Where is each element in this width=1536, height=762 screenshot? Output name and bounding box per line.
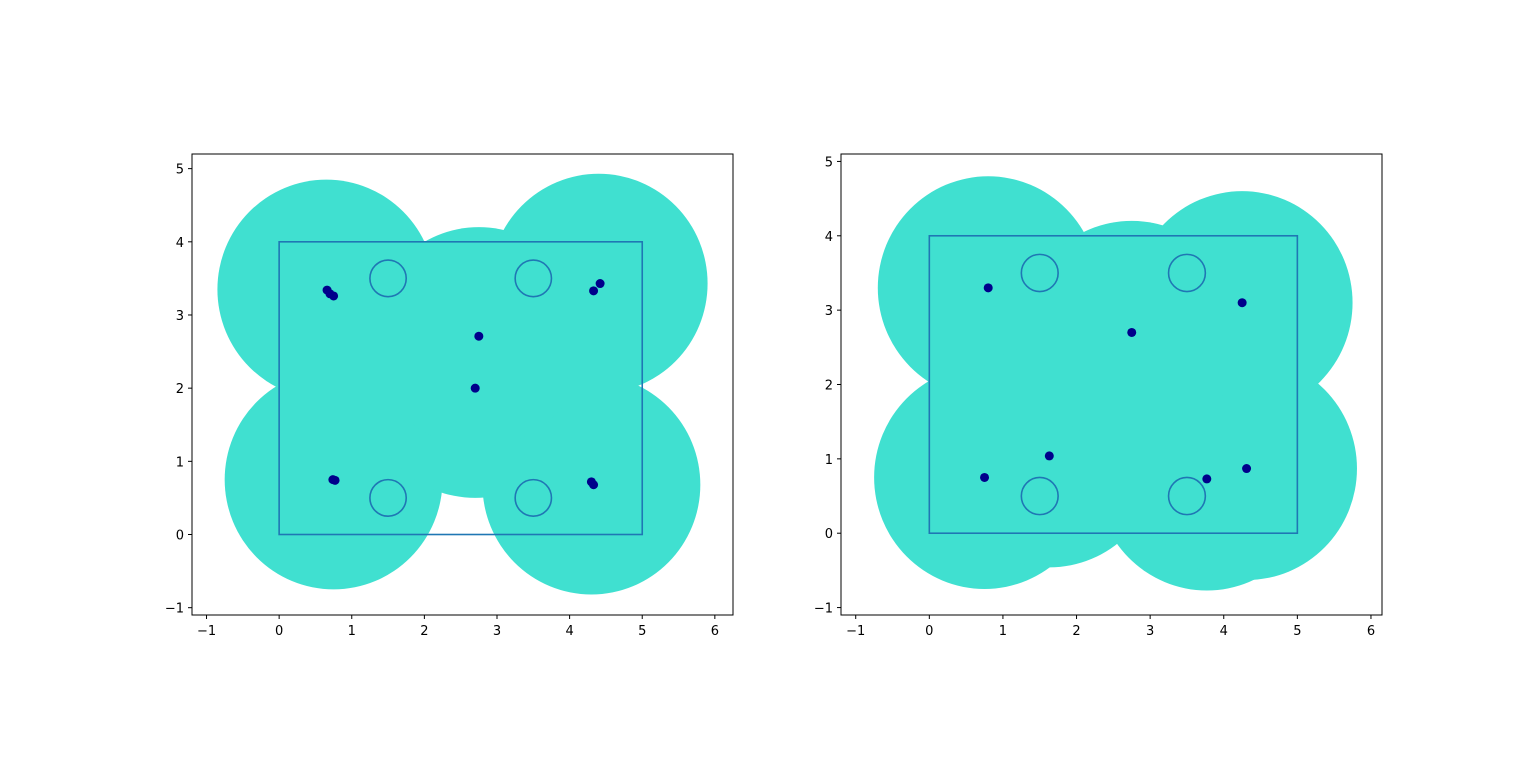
scatter-point-0 [983, 283, 993, 293]
target-circle-2 [1020, 476, 1059, 516]
region-rectangle [278, 241, 644, 536]
scatter-point-8 [330, 475, 340, 485]
scatter-point-2 [329, 291, 339, 301]
target-circle-0 [369, 259, 408, 298]
y-tick-label: −1 [165, 602, 184, 617]
right-plot-panel: −1 0 1 2 3 4 5 6 −1 0 1 2 3 4 5 [814, 153, 1383, 639]
scatter-point-4 [1044, 451, 1054, 461]
y-tick-label: 4 [825, 230, 833, 245]
scatter-point-1 [1237, 298, 1247, 308]
x-tick-label: 1 [999, 624, 1007, 639]
target-circle-1 [1167, 253, 1207, 293]
target-circle-2 [369, 478, 408, 518]
x-tick-label: 5 [638, 624, 646, 639]
scatter-point-3 [980, 472, 990, 482]
x-tick-label: −1 [846, 624, 865, 639]
target-circle-1 [514, 259, 553, 298]
scatter-point-5 [1202, 474, 1212, 484]
scatter-point-5 [474, 331, 484, 341]
region-rectangle [928, 234, 1299, 535]
x-tick-label: 3 [493, 624, 501, 639]
y-tick-label: −1 [814, 602, 833, 617]
y-tick-label: 0 [825, 527, 833, 542]
x-tick-label: 2 [1072, 624, 1080, 639]
scatter-point-3 [595, 279, 605, 289]
y-tick-label: 5 [176, 163, 184, 178]
y-tick-label: 3 [176, 309, 184, 324]
x-tick-label: 1 [348, 624, 356, 639]
target-circle-0 [1020, 253, 1059, 293]
y-tick-label: 5 [825, 155, 833, 170]
scatter-point-6 [470, 383, 480, 393]
scatter-point-10 [589, 480, 599, 490]
x-tick-label: 0 [925, 624, 933, 639]
y-tick-label: 3 [825, 304, 833, 319]
scatter-point-6 [1242, 464, 1252, 474]
x-tick-label: −1 [197, 624, 216, 639]
y-tick-label: 2 [176, 382, 184, 397]
plot-area [874, 176, 1357, 591]
plot-area [217, 173, 708, 595]
target-circle-3 [1167, 476, 1207, 516]
target-circle-3 [514, 478, 553, 518]
scatter-point-4 [589, 286, 599, 296]
x-tick-label: 4 [1220, 624, 1228, 639]
y-tick-label: 1 [176, 455, 184, 470]
x-tick-label: 4 [565, 624, 573, 639]
x-tick-label: 6 [1367, 624, 1375, 639]
left-plot-panel: −1 0 1 2 3 4 5 6 −1 0 1 2 3 4 5 [165, 153, 734, 639]
y-tick-label: 2 [825, 379, 833, 394]
x-tick-label: 6 [711, 624, 719, 639]
x-tick-label: 3 [1146, 624, 1154, 639]
scatter-point-2 [1127, 327, 1137, 337]
x-tick-label: 5 [1293, 624, 1301, 639]
y-tick-label: 0 [176, 529, 184, 544]
axes-frame [191, 153, 734, 616]
y-tick-label: 4 [176, 236, 184, 251]
x-tick-label: 2 [420, 624, 428, 639]
y-tick-label: 1 [825, 453, 833, 468]
x-tick-label: 0 [275, 624, 283, 639]
